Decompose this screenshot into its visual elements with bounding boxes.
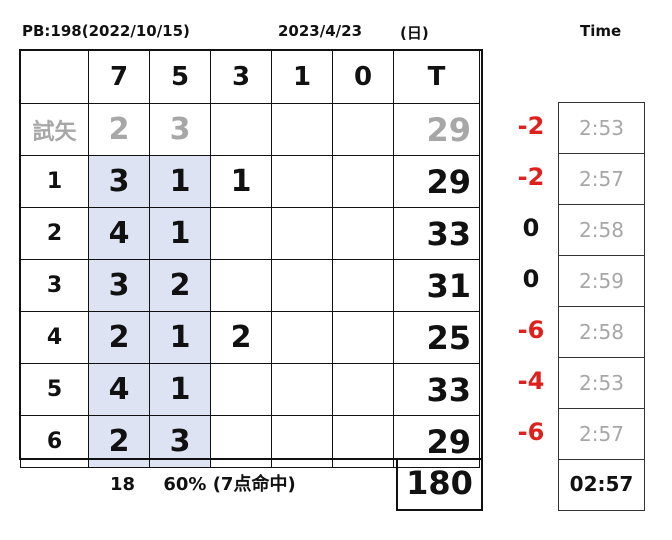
score-cell: 3 bbox=[88, 259, 150, 312]
table-row: 1 3 1 1 29 bbox=[20, 155, 480, 208]
score-cell bbox=[210, 207, 272, 260]
day-of-week: (日) bbox=[400, 24, 429, 42]
row-label: 試矢 bbox=[20, 103, 89, 156]
score-table: 7 5 3 1 0 T 試矢 2 3 29 1 3 1 1 29 2 4 1 3… bbox=[20, 50, 480, 468]
table-row: 試矢 2 3 29 bbox=[20, 103, 480, 156]
column-header-0: 0 bbox=[332, 50, 394, 104]
score-cell: 1 bbox=[149, 311, 211, 364]
table-row: 2 4 1 33 bbox=[20, 207, 480, 260]
session-date: 2023/4/23 bbox=[278, 22, 363, 40]
row-label: 3 bbox=[20, 259, 89, 312]
personal-best: PB:198(2022/10/15) bbox=[22, 22, 190, 40]
score-cell: 3 bbox=[149, 415, 211, 468]
diff-value: 0 bbox=[522, 265, 540, 293]
time-cell: 2:53 bbox=[558, 357, 645, 409]
time-cell: 2:59 bbox=[558, 255, 645, 307]
final-time: 02:57 bbox=[558, 459, 645, 511]
row-label: 4 bbox=[20, 311, 89, 364]
table-row: 3 3 2 31 bbox=[20, 259, 480, 312]
score-cell: 2 bbox=[149, 259, 211, 312]
score-cell: 1 bbox=[149, 207, 211, 260]
time-cell: 2:53 bbox=[558, 102, 645, 154]
column-header-row: 7 5 3 1 0 T bbox=[20, 50, 480, 104]
score-cell bbox=[271, 311, 333, 364]
row-total: 33 bbox=[393, 207, 480, 260]
diff-value: -6 bbox=[517, 316, 545, 344]
row-label: 5 bbox=[20, 363, 89, 416]
score-cell: 4 bbox=[88, 207, 150, 260]
arrow-count: 18 bbox=[110, 474, 136, 495]
row-total: 31 bbox=[393, 259, 480, 312]
table-row: 4 2 1 2 25 bbox=[20, 311, 480, 364]
score-cell bbox=[271, 259, 333, 312]
diff-value: -4 bbox=[517, 367, 545, 395]
score-cell bbox=[271, 155, 333, 208]
score-cell bbox=[332, 207, 394, 260]
diff-value: -2 bbox=[517, 163, 545, 191]
time-cell: 2:58 bbox=[558, 204, 645, 256]
score-cell: 1 bbox=[210, 155, 272, 208]
score-cell bbox=[332, 415, 394, 468]
score-cell: 2 bbox=[88, 103, 150, 156]
column-header-7: 7 bbox=[88, 50, 150, 104]
score-cell: 2 bbox=[88, 415, 150, 468]
time-cell: 2:57 bbox=[558, 408, 645, 460]
score-cell: 4 bbox=[88, 363, 150, 416]
score-cell: 3 bbox=[88, 155, 150, 208]
column-header-blank bbox=[20, 50, 89, 104]
score-cell bbox=[271, 103, 333, 156]
diff-value: -6 bbox=[517, 418, 545, 446]
row-total: 29 bbox=[393, 155, 480, 208]
table-row: 5 4 1 33 bbox=[20, 363, 480, 416]
score-cell bbox=[332, 103, 394, 156]
score-cell: 1 bbox=[149, 155, 211, 208]
time-table: 2:53 2:57 2:58 2:59 2:58 2:53 2:57 bbox=[558, 102, 645, 460]
score-cell bbox=[210, 415, 272, 468]
row-label: 2 bbox=[20, 207, 89, 260]
score-cell bbox=[271, 207, 333, 260]
score-cell bbox=[210, 103, 272, 156]
score-cell bbox=[210, 363, 272, 416]
score-cell bbox=[332, 311, 394, 364]
diff-value: -2 bbox=[517, 112, 545, 140]
score-cell bbox=[210, 259, 272, 312]
diff-value: 0 bbox=[522, 214, 540, 242]
score-cell: 1 bbox=[149, 363, 211, 416]
score-cell bbox=[271, 363, 333, 416]
summary-line: 18 60% (7点命中) bbox=[110, 470, 318, 496]
score-cell: 3 bbox=[149, 103, 211, 156]
score-cell bbox=[271, 415, 333, 468]
column-header-total: T bbox=[393, 50, 480, 104]
score-cell bbox=[332, 155, 394, 208]
column-header-1: 1 bbox=[271, 50, 333, 104]
column-header-5: 5 bbox=[149, 50, 211, 104]
grand-total: 180 bbox=[396, 459, 483, 511]
score-cell bbox=[332, 363, 394, 416]
column-header-3: 3 bbox=[210, 50, 272, 104]
hit-rate: 60% (7点命中) bbox=[163, 474, 296, 495]
time-cell: 2:57 bbox=[558, 153, 645, 205]
score-cell bbox=[332, 259, 394, 312]
score-cell: 2 bbox=[210, 311, 272, 364]
time-column-label: Time bbox=[580, 22, 622, 40]
row-total: 33 bbox=[393, 363, 480, 416]
row-total: 25 bbox=[393, 311, 480, 364]
score-cell: 2 bbox=[88, 311, 150, 364]
row-label: 1 bbox=[20, 155, 89, 208]
time-cell: 2:58 bbox=[558, 306, 645, 358]
row-label: 6 bbox=[20, 415, 89, 468]
row-total: 29 bbox=[393, 103, 480, 156]
